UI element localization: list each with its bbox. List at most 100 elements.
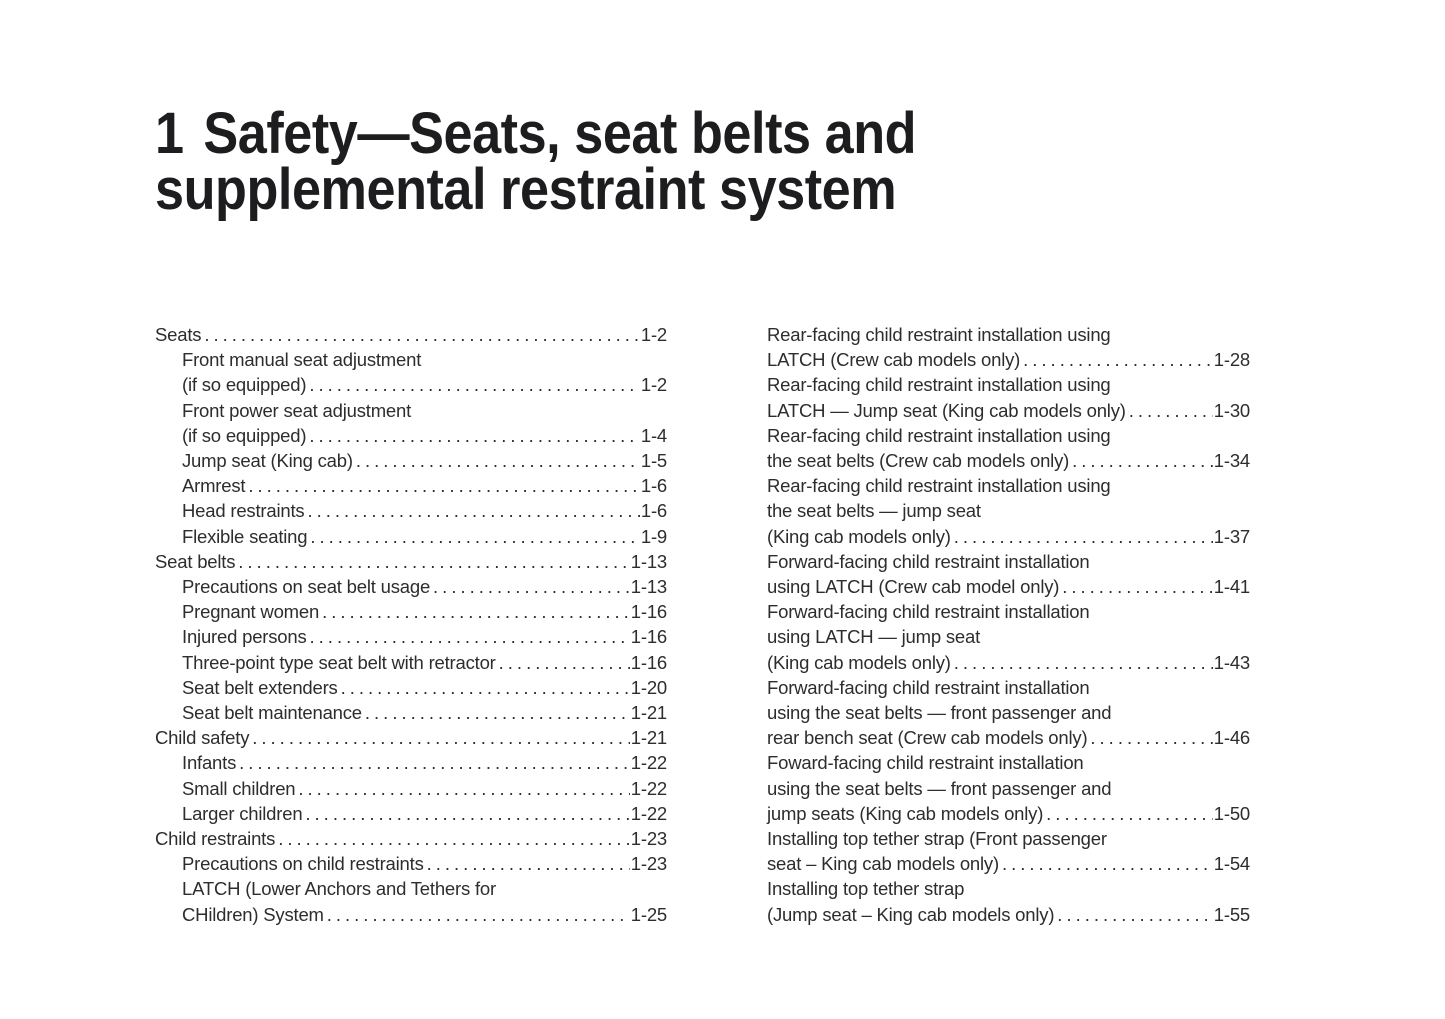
toc-entry-line: Front manual seat adjustment <box>155 347 667 372</box>
toc-page-number: 1-13 <box>630 550 667 572</box>
toc-entry-text: (Jump seat – King cab models only) <box>767 903 1055 925</box>
dot-leader <box>309 423 640 448</box>
toc-entry-text: Small children <box>182 777 296 799</box>
toc-entry-text: Flexible seating <box>182 525 308 547</box>
toc-entry-text: Seat belt extenders <box>182 676 338 698</box>
toc-entry-line: Forward-facing child restraint installat… <box>767 599 1250 624</box>
toc-entry-text: LATCH (Lower Anchors and Tethers for <box>182 878 496 900</box>
toc-entry-text: Rear-facing child restraint installation… <box>767 324 1111 345</box>
toc-entry-line: Jump seat (King cab) 1-5 <box>155 448 667 473</box>
toc-entry-text: Three-point type seat belt with retracto… <box>182 651 496 673</box>
toc-entry-line: rear bench seat (Crew cab models only) 1-… <box>767 725 1250 750</box>
toc-page-number: 1-23 <box>630 828 667 850</box>
toc-entry-text: Larger children <box>182 802 303 824</box>
toc-entry-line: LATCH (Crew cab models only) 1-28 <box>767 347 1250 372</box>
toc-page-number: 1-6 <box>640 475 667 497</box>
toc-entry-line: Front power seat adjustment <box>155 398 667 423</box>
dot-leader <box>327 902 630 927</box>
dot-leader <box>322 599 630 624</box>
toc-page-number: 1-50 <box>1213 802 1250 824</box>
toc-entry-line: Three-point type seat belt with retracto… <box>155 650 667 675</box>
toc-entry-line: Seats 1-2 <box>155 322 667 347</box>
toc-entry-line: Rear-facing child restraint installation… <box>767 372 1250 397</box>
toc-entry-text: the seat belts (Crew cab models only) <box>767 450 1070 472</box>
toc-page-number: 1-43 <box>1213 651 1250 673</box>
toc-entry-line: using the seat belts — front passenger a… <box>767 776 1250 801</box>
toc-page-number: 1-9 <box>640 525 667 547</box>
toc-entry-text: Forward-facing child restraint installat… <box>767 550 1090 572</box>
dot-leader <box>954 524 1213 549</box>
toc-entry-line: Flexible seating 1-9 <box>155 524 667 549</box>
toc-entry-text: LATCH (Crew cab models only) <box>767 349 1021 371</box>
toc-page-number: 1-46 <box>1213 727 1250 749</box>
toc-entry-line: LATCH — Jump seat (King cab models only)… <box>767 398 1250 423</box>
toc-entry-line: LATCH (Lower Anchors and Tethers for <box>155 876 667 901</box>
toc-page-number: 1-16 <box>630 626 667 648</box>
dot-leader <box>298 776 629 801</box>
dot-leader <box>356 448 640 473</box>
dot-leader <box>239 750 630 775</box>
toc-entry-text: (King cab models only) <box>767 525 951 547</box>
toc-entry-line: Rear-facing child restraint installation… <box>767 322 1250 347</box>
toc-entry-line: Precautions on child restraints 1-23 <box>155 851 667 876</box>
toc-entry-line: CHildren) System 1-25 <box>155 902 667 927</box>
toc-entry-line: (King cab models only) 1-43 <box>767 650 1250 675</box>
toc-entry-text: Foward-facing child restraint installati… <box>767 752 1084 774</box>
toc-page-number: 1-4 <box>640 424 667 446</box>
toc-entry-text: Injured persons <box>182 626 307 648</box>
dot-leader <box>1090 725 1212 750</box>
toc-page-number: 1-22 <box>630 752 667 774</box>
toc-entry-line: Child restraints 1-23 <box>155 826 667 851</box>
toc-page-number: 1-54 <box>1213 853 1250 875</box>
toc-right-column: Rear-facing child restraint installation… <box>767 322 1250 927</box>
dot-leader <box>1062 574 1213 599</box>
chapter-number: 1 <box>155 101 184 166</box>
toc-entry-text: seat – King cab models only) <box>767 853 999 875</box>
toc-entry-line: Child safety 1-21 <box>155 725 667 750</box>
toc-page-number: 1-2 <box>640 374 667 396</box>
dot-leader <box>433 574 630 599</box>
toc-entry-text: Forward-facing child restraint installat… <box>767 676 1090 698</box>
toc-page-number: 1-25 <box>630 903 667 925</box>
toc-entry-text: using the seat belts — front passenger a… <box>767 702 1112 724</box>
toc-entry-text: (if so equipped) <box>182 374 307 396</box>
dot-leader <box>1023 347 1213 372</box>
toc-entry-line: Seat belt extenders 1-20 <box>155 675 667 700</box>
toc-page-number: 1-5 <box>640 450 667 472</box>
toc-page-number: 1-28 <box>1213 349 1250 371</box>
toc-entry-line: Rear-facing child restraint installation… <box>767 423 1250 448</box>
toc-page-number: 1-41 <box>1213 576 1250 598</box>
toc-entry-line: (Jump seat – King cab models only) 1-55 <box>767 902 1250 927</box>
dot-leader <box>310 524 640 549</box>
toc-entry-text: (King cab models only) <box>767 651 951 673</box>
toc-page-number: 1-23 <box>630 853 667 875</box>
dot-leader <box>310 624 630 649</box>
toc-entry-text: LATCH — Jump seat (King cab models only) <box>767 399 1126 421</box>
dot-leader <box>1046 801 1213 826</box>
toc-entry-line: Injured persons 1-16 <box>155 624 667 649</box>
dot-leader <box>499 650 630 675</box>
toc-page-number: 1-55 <box>1213 903 1250 925</box>
dot-leader <box>427 851 630 876</box>
dot-leader <box>341 675 630 700</box>
toc-page-number: 1-34 <box>1213 450 1250 472</box>
dot-leader <box>278 826 630 851</box>
toc-page-number: 1-20 <box>630 676 667 698</box>
toc-entry-line: Forward-facing child restraint installat… <box>767 675 1250 700</box>
toc-entry-text: jump seats (King cab models only) <box>767 802 1044 824</box>
toc-entry-line: Installing top tether strap (Front passe… <box>767 826 1250 851</box>
chapter-title-text-line-1: Safety—Seats, seat belts and <box>203 101 917 166</box>
dot-leader <box>1057 902 1212 927</box>
toc-entry-text: Seats <box>155 324 202 345</box>
dot-leader <box>365 700 630 725</box>
dot-leader <box>252 725 630 750</box>
dot-leader <box>248 473 640 498</box>
toc-entry-line: the seat belts — jump seat <box>767 498 1250 523</box>
toc-entry-text: Head restraints <box>182 500 305 522</box>
toc-entry-text: Installing top tether strap <box>767 878 965 900</box>
toc-entry-line: using the seat belts — front passenger a… <box>767 700 1250 725</box>
toc-entry-text: Pregnant women <box>182 601 320 623</box>
toc-page-number: 1-22 <box>630 777 667 799</box>
